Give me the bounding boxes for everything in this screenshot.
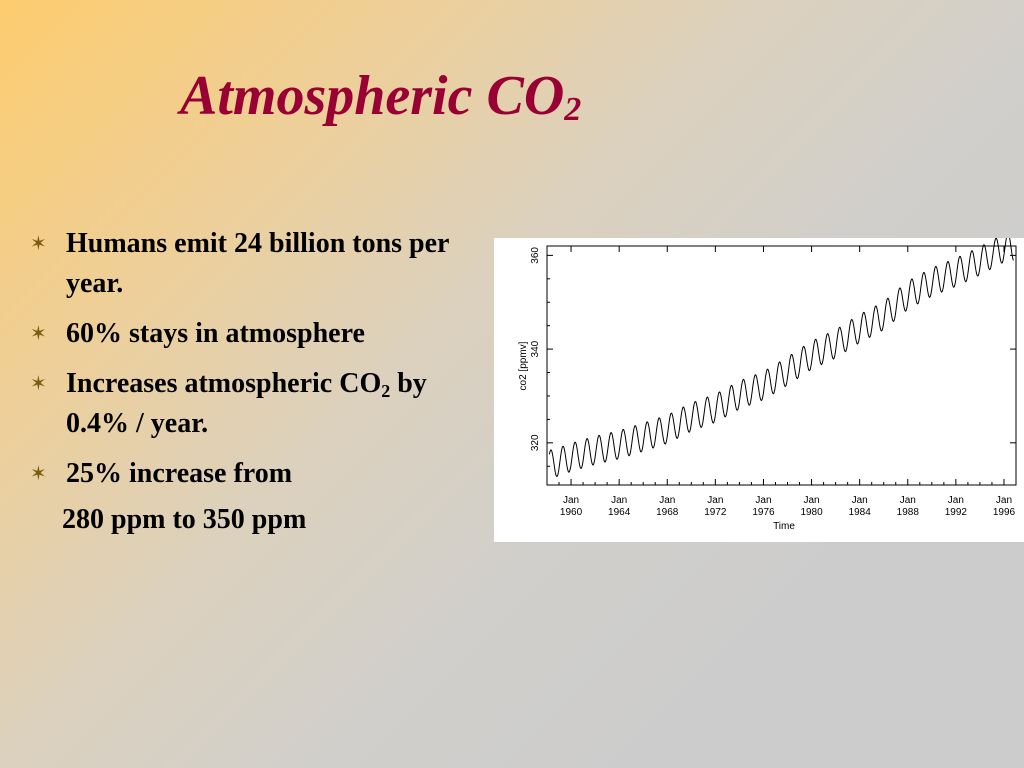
x-tick-month-label: Jan — [707, 495, 723, 506]
bullet-list: ✶ Humans emit 24 billion tons per year. … — [28, 224, 478, 504]
x-tick-label: 1972 — [704, 507, 727, 518]
bullet-text: Humans emit 24 billion tons per year. — [66, 228, 449, 299]
x-tick-month-label: Jan — [996, 495, 1012, 506]
plot-frame — [546, 245, 1017, 486]
x-tick-label: 1992 — [945, 507, 968, 518]
x-tick-month-label: Jan — [611, 495, 627, 506]
bullet-text: Increases atmospheric CO — [66, 368, 382, 399]
star-bullet-icon: ✶ — [30, 463, 47, 485]
bullet-text: 60% stays in atmosphere — [66, 318, 365, 349]
x-tick-label: 1980 — [800, 507, 823, 518]
bullet-item: ✶ 25% increase from — [28, 454, 478, 494]
bullet-text-after: by 0.4% / year. — [66, 368, 427, 439]
bullet-item: ✶ Humans emit 24 billion tons per year. — [28, 224, 478, 304]
x-tick-month-label: Jan — [563, 495, 579, 506]
x-tick-label: 1984 — [849, 507, 872, 518]
chart-svg: Jan1960Jan1964Jan1968Jan1972Jan1976Jan19… — [518, 238, 1017, 532]
x-axis-label: Time — [773, 521, 795, 532]
bullet-item: ✶ Increases atmospheric CO2 by 0.4% / ye… — [28, 364, 478, 444]
x-tick-label: 1964 — [608, 507, 631, 518]
bullet-text: 25% increase from — [66, 458, 293, 489]
bullet-item: ✶ 60% stays in atmosphere — [28, 314, 478, 354]
x-tick-label: 1968 — [656, 507, 679, 518]
bullet-continuation: 280 ppm to 350 ppm — [62, 504, 307, 535]
star-bullet-icon: ✶ — [30, 373, 47, 395]
y-axis-label: co2 [ppmv] — [518, 341, 529, 390]
x-tick-month-label: Jan — [804, 495, 820, 506]
y-tick-label: 320 — [530, 434, 541, 451]
x-tick-label: 1976 — [752, 507, 775, 518]
x-tick-label: 1988 — [897, 507, 920, 518]
co2-chart: Jan 1960 Jan 1964 Jan 1968 Jan 1972 Jan 1976 Jan 19… — [494, 238, 1024, 542]
co2-series-line — [548, 238, 1014, 478]
x-tick-month-label: Jan — [755, 495, 771, 506]
x-tick-month-label: Jan — [948, 495, 964, 506]
x-tick-month-label: Jan — [900, 495, 916, 506]
slide-title-text: Atmospheric CO — [180, 65, 565, 127]
star-bullet-icon: ✶ — [30, 233, 47, 255]
x-tick-month-label: Jan — [659, 495, 675, 506]
x-tick-month-label: Jan — [852, 495, 868, 506]
slide-title-subscript: 2 — [564, 91, 582, 128]
bullet-subscript: 2 — [381, 381, 391, 401]
x-tick-label: 1996 — [993, 507, 1016, 518]
star-bullet-icon: ✶ — [30, 323, 47, 345]
slide-title: Atmospheric CO2 — [180, 65, 582, 128]
y-tick-label: 360 — [530, 247, 541, 264]
y-tick-label: 340 — [530, 340, 541, 357]
x-tick-label: 1960 — [560, 507, 583, 518]
